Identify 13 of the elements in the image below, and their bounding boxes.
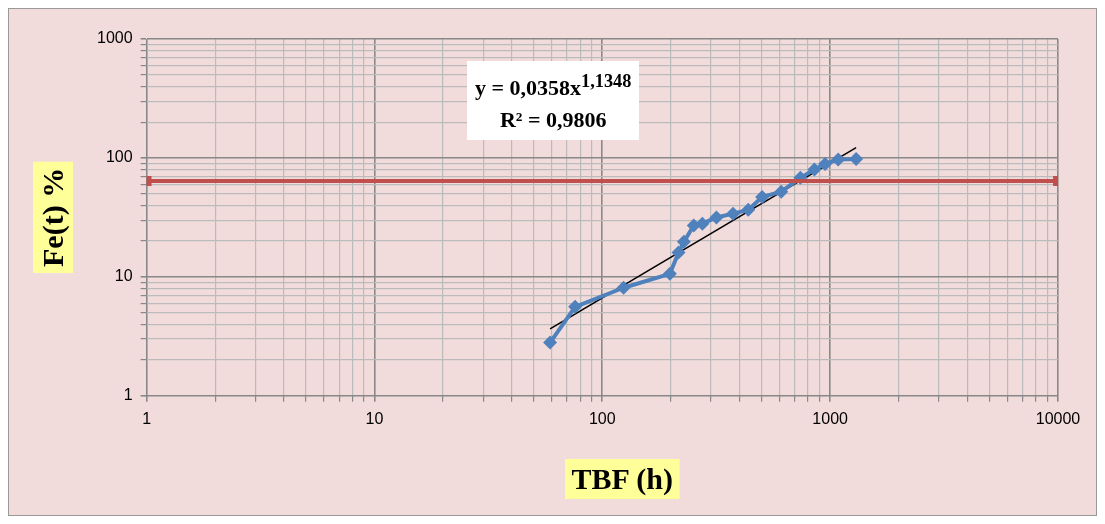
x-tick-label: 100 xyxy=(588,409,616,427)
y-tick-label: 1 xyxy=(123,386,133,404)
x-axis-title: TBF (h) xyxy=(571,461,673,496)
annotation: R² = 0,9806 xyxy=(498,106,608,135)
y-tick-label: 1000 xyxy=(97,29,133,47)
x-tick-label: 10 xyxy=(365,409,384,427)
annotation: y = 0,0358x$^{1,1348}$ xyxy=(475,70,632,103)
y-tick-label: 100 xyxy=(105,148,133,166)
y-axis-title: Fe(t) % xyxy=(35,167,70,267)
y-tick-label: 10 xyxy=(114,267,133,285)
x-tick-label: 10000 xyxy=(1035,409,1081,427)
x-tick-label: 1000 xyxy=(812,409,849,427)
x-tick-label: 1 xyxy=(142,409,152,427)
